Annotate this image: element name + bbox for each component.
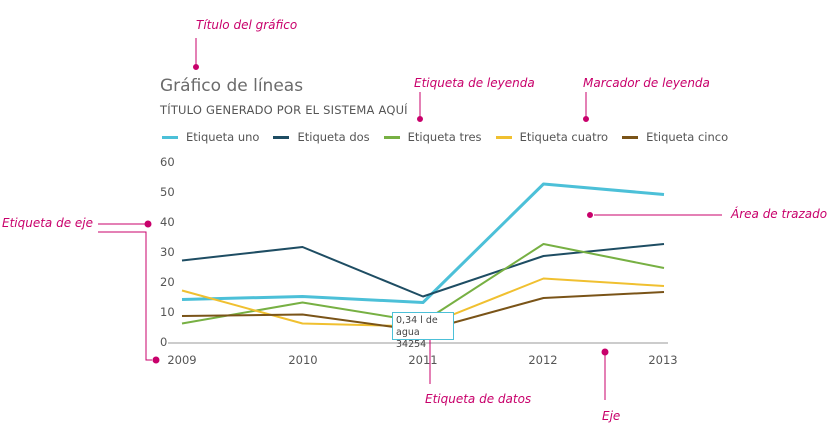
legend-label-4: Etiqueta cuatro: [519, 130, 609, 144]
y-tick-20: 20: [160, 275, 175, 289]
legend-item-1[interactable]: Etiqueta uno: [162, 130, 259, 144]
annotation-plot-area: Área de trazado: [731, 207, 828, 221]
legend-label-1: Etiqueta uno: [186, 130, 260, 144]
x-tick-2010: 2010: [288, 353, 318, 367]
series-line-1[interactable]: [181, 182, 665, 304]
series-layer: [181, 182, 665, 332]
legend-label-2: Etiqueta dos: [297, 130, 370, 144]
legend-label-3: Etiqueta tres: [407, 130, 482, 144]
annotation-legend-marker: Marcador de leyenda: [583, 76, 710, 90]
annotation-axis-label: Etiqueta de eje: [2, 216, 94, 230]
y-tick-10: 10: [160, 305, 175, 319]
x-tick-2012: 2012: [528, 353, 558, 367]
annotation-axis: Eje: [602, 409, 621, 423]
legend-label-5: Etiqueta cinco: [646, 130, 729, 144]
data-label-tooltip: 0,34 l de agua 34254: [392, 312, 454, 350]
legend: Etiqueta uno Etiqueta dos Etiqueta tres …: [162, 130, 728, 144]
legend-marker-2: [273, 135, 290, 139]
legend-marker-5: [622, 135, 639, 139]
series-line-2[interactable]: [181, 243, 665, 298]
chart-subtitle: TÍTULO GENERADO POR EL SISTEMA AQUÍ: [160, 103, 408, 117]
x-tick-2013: 2013: [648, 353, 678, 367]
legend-item-5[interactable]: Etiqueta cinco: [622, 130, 728, 144]
y-tick-60: 60: [160, 155, 175, 169]
y-tick-50: 50: [160, 185, 175, 199]
y-tick-30: 30: [160, 245, 175, 259]
legend-item-4[interactable]: Etiqueta cuatro: [495, 130, 609, 144]
legend-item-3[interactable]: Etiqueta tres: [383, 130, 482, 144]
legend-marker-1: [162, 135, 178, 139]
annotation-data-label: Etiqueta de datos: [425, 392, 532, 406]
chart-title: Gráfico de líneas: [160, 76, 304, 96]
legend-item-2[interactable]: Etiqueta dos: [273, 130, 370, 144]
tooltip-line-1: 0,34 l de: [396, 315, 438, 326]
y-tick-40: 40: [160, 215, 175, 229]
y-tick-0: 0: [160, 335, 168, 349]
tooltip-line-2: agua 34254: [396, 327, 427, 350]
x-tick-2009: 2009: [167, 353, 197, 367]
annotation-legend-label: Etiqueta de leyenda: [414, 76, 535, 90]
legend-marker-4: [495, 135, 512, 139]
annotation-chart-title: Título del gráfico: [196, 18, 298, 32]
annotation-leaders: [98, 38, 722, 400]
legend-marker-3: [383, 135, 400, 139]
